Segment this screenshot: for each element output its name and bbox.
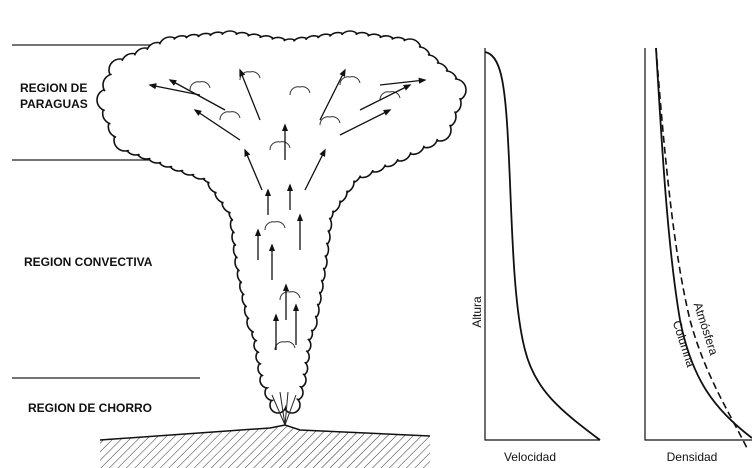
puff-texture — [264, 221, 286, 231]
puff-texture — [269, 141, 291, 151]
puff-texture — [189, 81, 211, 91]
puff-texture — [279, 291, 301, 301]
jet-lines — [271, 391, 297, 426]
flow-arrow — [193, 109, 241, 141]
axes — [484, 48, 600, 441]
jet-line — [279, 391, 286, 426]
flow-arrow — [239, 68, 261, 121]
flow-arrow — [359, 84, 412, 111]
puff-texture — [379, 91, 401, 101]
column-curve — [655, 47, 752, 439]
region-label: REGION DE — [20, 81, 87, 95]
puff-texture — [219, 111, 241, 121]
flow-arrows — [148, 68, 427, 350]
puff-texture — [289, 86, 311, 96]
curve-label: Atmósfera — [691, 301, 721, 358]
flow-arrow — [379, 77, 427, 86]
axis-label: Velocidad — [504, 450, 556, 464]
region-label: REGION DE CHORRO — [28, 401, 152, 415]
jet-line — [284, 394, 297, 426]
puff-texture — [339, 76, 361, 86]
plume — [96, 30, 467, 414]
region-label: REGION CONVECTIVA — [24, 255, 153, 269]
flow-arrow — [244, 148, 263, 191]
flow-arrow — [304, 148, 326, 191]
puff-texture — [319, 116, 341, 126]
axis-label: Altura — [470, 296, 484, 328]
flow-arrow — [148, 83, 201, 96]
axes — [644, 48, 752, 441]
jet-line — [271, 394, 286, 426]
jet-line — [284, 391, 289, 426]
velocity-graph — [484, 48, 601, 441]
velocity-curve — [484, 51, 601, 441]
region-label: PARAGUAS — [20, 97, 88, 111]
curve-label: Columna — [670, 319, 698, 369]
atmosphere-curve — [655, 47, 749, 451]
flow-arrow — [319, 68, 346, 121]
flow-arrow — [339, 109, 392, 136]
ground — [100, 425, 430, 468]
density-graph — [644, 47, 752, 451]
axis-label: Densidad — [667, 450, 718, 464]
